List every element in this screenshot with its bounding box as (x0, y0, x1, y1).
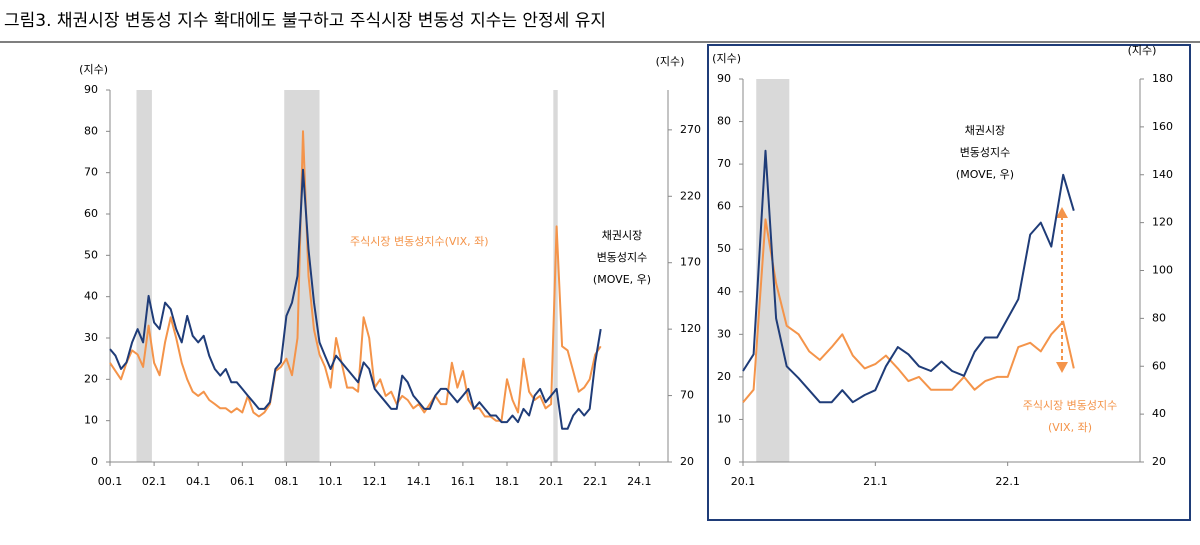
annotation: (VIX, 좌) (1048, 421, 1092, 434)
annotation: 채권시장 (602, 229, 642, 242)
y2-tick-label: 60 (1152, 359, 1166, 372)
y-tick-label: 0 (91, 455, 98, 468)
range-arrow (1056, 207, 1068, 373)
y-tick-label: 90 (84, 83, 98, 96)
y2-tick-label: 40 (1152, 407, 1166, 420)
annotation: 변동성지수 (597, 251, 648, 264)
y2-tick-label: 120 (680, 322, 701, 335)
y-tick-label: 20 (84, 372, 98, 385)
y-tick-label: 40 (84, 290, 98, 303)
x-tick-label: 16.1 (451, 475, 476, 488)
annotation: 주식시장 변동성지수(VIX, 좌) (350, 235, 489, 248)
y-tick-label: 80 (717, 115, 731, 128)
x-tick-label: 22.1 (995, 475, 1020, 488)
y-axis-label: (지수) (79, 63, 108, 76)
annotation: 변동성지수 (960, 146, 1011, 159)
y2-tick-label: 270 (680, 123, 701, 136)
y2-axis-label: (지수) (656, 55, 685, 68)
y-tick-label: 10 (84, 414, 98, 427)
x-tick-label: 04.1 (186, 475, 211, 488)
x-tick-label: 14.1 (407, 475, 432, 488)
annotation: (MOVE, 우) (956, 168, 1014, 181)
x-tick-label: 18.1 (495, 475, 520, 488)
x-tick-label: 00.1 (98, 475, 123, 488)
y-axis-label: (지수) (712, 52, 741, 65)
y-tick-label: 0 (724, 455, 731, 468)
y2-tick-label: 220 (680, 189, 701, 202)
y2-tick-label: 170 (680, 256, 701, 269)
y-tick-label: 20 (717, 370, 731, 383)
y2-tick-label: 80 (1152, 311, 1166, 324)
x-tick-label: 21.1 (863, 475, 888, 488)
y-tick-label: 60 (84, 207, 98, 220)
y2-tick-label: 100 (1152, 264, 1173, 277)
x-tick-label: 20.1 (731, 475, 756, 488)
figure-title: 그림3. 채권시장 변동성 지수 확대에도 불구하고 주식시장 변동성 지수는 … (4, 11, 606, 31)
y-tick-label: 50 (84, 248, 98, 261)
y-tick-label: 30 (84, 331, 98, 344)
y-tick-label: 10 (717, 412, 731, 425)
y2-tick-label: 160 (1152, 120, 1173, 133)
y-tick-label: 60 (717, 200, 731, 213)
y2-tick-label: 140 (1152, 168, 1173, 181)
y2-tick-label: 120 (1152, 216, 1173, 229)
x-tick-label: 02.1 (142, 475, 167, 488)
x-tick-label: 24.1 (627, 475, 652, 488)
x-tick-label: 20.1 (539, 475, 564, 488)
y2-tick-label: 20 (680, 455, 694, 468)
shaded-period (136, 90, 152, 462)
annotation: 주식시장 변동성지수 (1023, 399, 1118, 412)
y2-axis-label: (지수) (1128, 44, 1157, 57)
series-line (109, 168, 602, 430)
x-tick-label: 12.1 (362, 475, 387, 488)
series-line (742, 218, 1075, 404)
annotation: (MOVE, 우) (593, 273, 651, 286)
series-line (742, 149, 1075, 404)
y2-tick-label: 20 (1152, 455, 1166, 468)
annotation: 채권시장 (965, 124, 1005, 137)
series-line (109, 130, 602, 422)
panel-frame (707, 44, 1191, 521)
y-tick-label: 70 (717, 157, 731, 170)
y-tick-label: 90 (717, 72, 731, 85)
x-tick-label: 10.1 (318, 475, 343, 488)
y-tick-label: 80 (84, 124, 98, 137)
y-tick-label: 50 (717, 242, 731, 255)
y-tick-label: 30 (717, 327, 731, 340)
y-tick-label: 70 (84, 166, 98, 179)
x-tick-label: 06.1 (230, 475, 255, 488)
x-tick-label: 22.1 (583, 475, 608, 488)
y-tick-label: 40 (717, 285, 731, 298)
y2-tick-label: 180 (1152, 72, 1173, 85)
x-tick-label: 08.1 (274, 475, 299, 488)
y2-tick-label: 70 (680, 389, 694, 402)
